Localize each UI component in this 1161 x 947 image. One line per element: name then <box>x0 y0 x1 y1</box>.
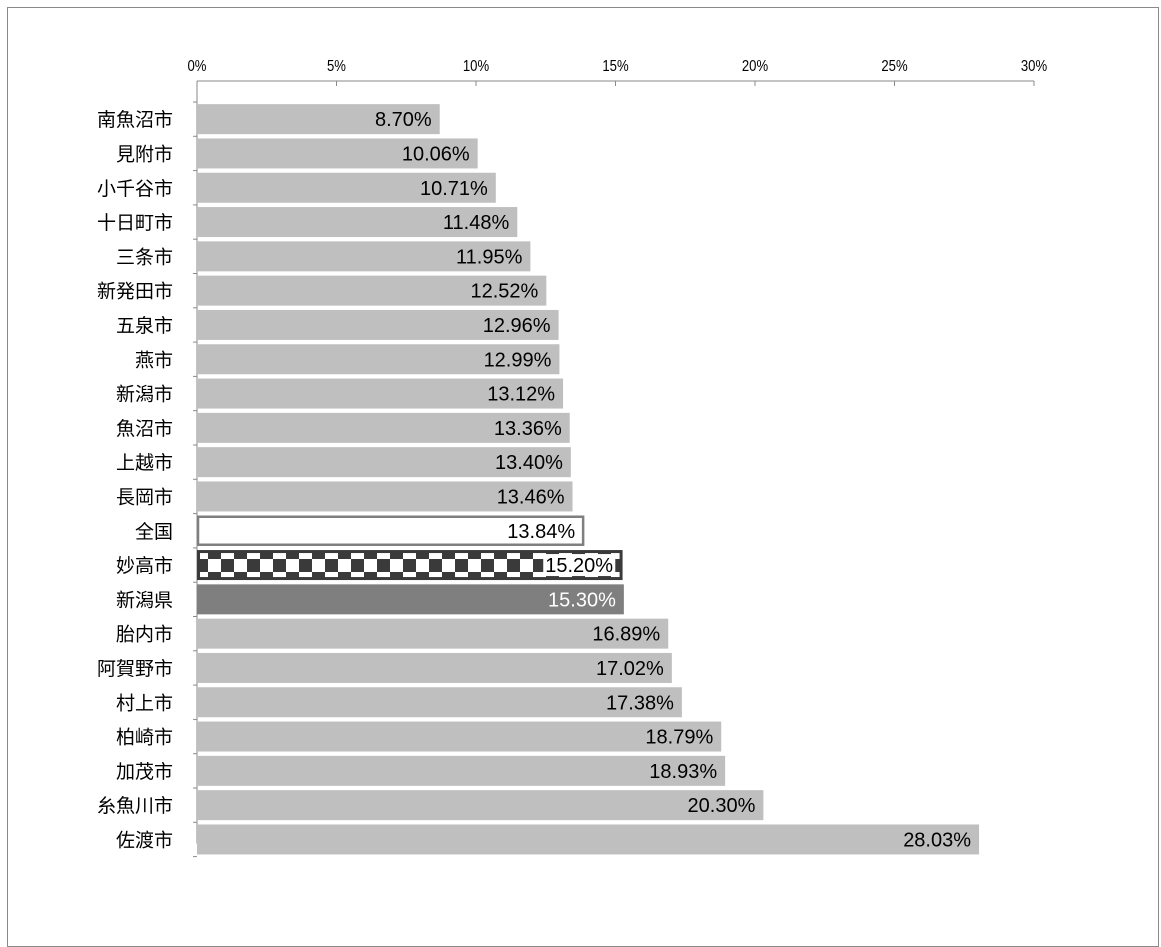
value-label: 17.02% <box>596 658 664 680</box>
category-label: 胎内市 <box>116 624 173 646</box>
value-label-backdrop <box>543 554 616 577</box>
value-label: 8.70% <box>375 109 432 131</box>
bar <box>197 481 573 512</box>
category-label: 新発田市 <box>97 281 173 303</box>
category-label: 十日町市 <box>97 212 173 234</box>
value-label: 10.71% <box>420 178 488 200</box>
value-label: 13.40% <box>495 452 563 474</box>
value-label: 18.93% <box>649 761 717 783</box>
bar <box>197 447 571 478</box>
x-tick-label: 0% <box>188 58 207 75</box>
category-label: 燕市 <box>135 349 173 371</box>
bar <box>196 515 585 546</box>
bar <box>197 344 560 375</box>
x-tick-label: 5% <box>327 58 346 75</box>
value-label: 10.06% <box>402 143 470 165</box>
bar <box>197 755 726 786</box>
bar <box>197 138 478 169</box>
bar <box>197 652 672 683</box>
category-label: 全国 <box>135 521 173 543</box>
bar <box>197 241 531 272</box>
value-label: 20.30% <box>688 795 756 817</box>
bar <box>197 790 764 821</box>
category-label: 魚沼市 <box>116 418 173 440</box>
value-label: 12.52% <box>470 281 538 303</box>
value-label: 12.96% <box>483 315 551 337</box>
x-tick-label: 20% <box>742 58 768 75</box>
category-label: 上越市 <box>116 452 173 474</box>
bar <box>197 378 564 409</box>
bar <box>197 824 980 855</box>
bar <box>197 104 440 135</box>
x-tick-label: 25% <box>881 58 907 75</box>
bar <box>197 309 559 340</box>
value-label: 13.84% <box>507 521 575 543</box>
axis-layer: 0% 5% 10% 15% 20% 25% 30% <box>188 58 1047 858</box>
value-label: 12.99% <box>484 349 552 371</box>
value-label: 16.89% <box>592 624 660 646</box>
bar <box>197 618 669 649</box>
category-label: 南魚沼市 <box>97 109 173 131</box>
value-label: 17.38% <box>606 692 674 714</box>
value-label: 13.36% <box>494 418 562 440</box>
labels: 南魚沼市 8.70% 見附市 10.06% 小千谷市 10.71% 十日町市 11.48% 三条… <box>97 109 971 851</box>
bar <box>197 412 570 443</box>
category-label: 村上市 <box>116 692 173 714</box>
value-label: 11.95% <box>456 246 523 268</box>
category-label: 三条市 <box>116 246 173 268</box>
category-label: 新潟市 <box>116 384 173 406</box>
category-label: 新潟県 <box>116 589 173 611</box>
category-label: 佐渡市 <box>116 829 173 851</box>
category-label: 阿賀野市 <box>97 658 173 680</box>
bar <box>197 172 496 203</box>
bar <box>197 721 722 752</box>
x-tick-label: 30% <box>1021 58 1047 75</box>
value-label: 15.20% <box>545 555 613 577</box>
value-label: 18.79% <box>645 727 713 749</box>
bars <box>196 104 980 855</box>
x-tick-label: 10% <box>463 58 489 75</box>
value-label: 15.30% <box>548 589 616 611</box>
category-label: 五泉市 <box>116 315 173 337</box>
category-label: 見附市 <box>116 143 173 165</box>
category-label: 長岡市 <box>116 486 173 508</box>
value-label: 28.03% <box>903 829 971 851</box>
category-label: 加茂市 <box>116 761 173 783</box>
value-label: 13.46% <box>497 486 565 508</box>
category-label: 小千谷市 <box>97 178 173 200</box>
value-label: 13.12% <box>487 384 555 406</box>
category-label: 妙高市 <box>116 555 173 577</box>
category-label: 柏崎市 <box>116 727 173 749</box>
category-label: 糸魚川市 <box>97 795 173 817</box>
bar <box>197 275 547 306</box>
bar <box>197 207 518 238</box>
bar <box>197 687 682 718</box>
x-tick-label: 15% <box>602 58 628 75</box>
value-label: 11.48% <box>443 212 510 234</box>
bar <box>197 584 624 615</box>
